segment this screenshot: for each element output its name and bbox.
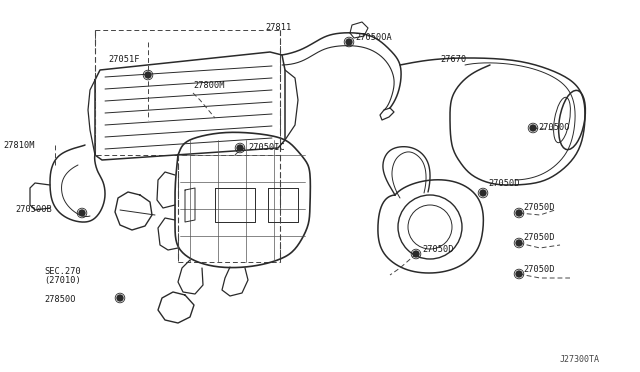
Text: 27050D: 27050D [523, 264, 554, 273]
Text: 27050D: 27050D [422, 246, 454, 254]
Text: 27050OB: 27050OB [15, 205, 52, 215]
Circle shape [530, 125, 536, 131]
Circle shape [117, 295, 123, 301]
Circle shape [480, 190, 486, 196]
Text: 27850O: 27850O [44, 295, 76, 304]
Circle shape [516, 210, 522, 216]
Circle shape [516, 240, 522, 246]
Text: 27810M: 27810M [3, 141, 35, 150]
Circle shape [516, 271, 522, 277]
Text: 27050D: 27050D [488, 179, 520, 187]
Circle shape [413, 251, 419, 257]
Text: 27050IC: 27050IC [248, 144, 285, 153]
Text: 27811: 27811 [265, 23, 291, 32]
Circle shape [346, 39, 352, 45]
Text: 27050OA: 27050OA [355, 32, 392, 42]
Text: (27010): (27010) [44, 276, 81, 285]
Text: 27670: 27670 [440, 55, 467, 64]
Circle shape [145, 72, 151, 78]
Circle shape [237, 145, 243, 151]
Text: 27050D: 27050D [523, 234, 554, 243]
Text: 27051F: 27051F [108, 55, 140, 64]
Text: J27300TA: J27300TA [560, 356, 600, 365]
Circle shape [79, 210, 85, 216]
Text: 27800M: 27800M [193, 81, 225, 90]
Text: 27050O: 27050O [538, 124, 570, 132]
Text: SEC.270: SEC.270 [44, 267, 81, 276]
Text: 27050D: 27050D [523, 202, 554, 212]
